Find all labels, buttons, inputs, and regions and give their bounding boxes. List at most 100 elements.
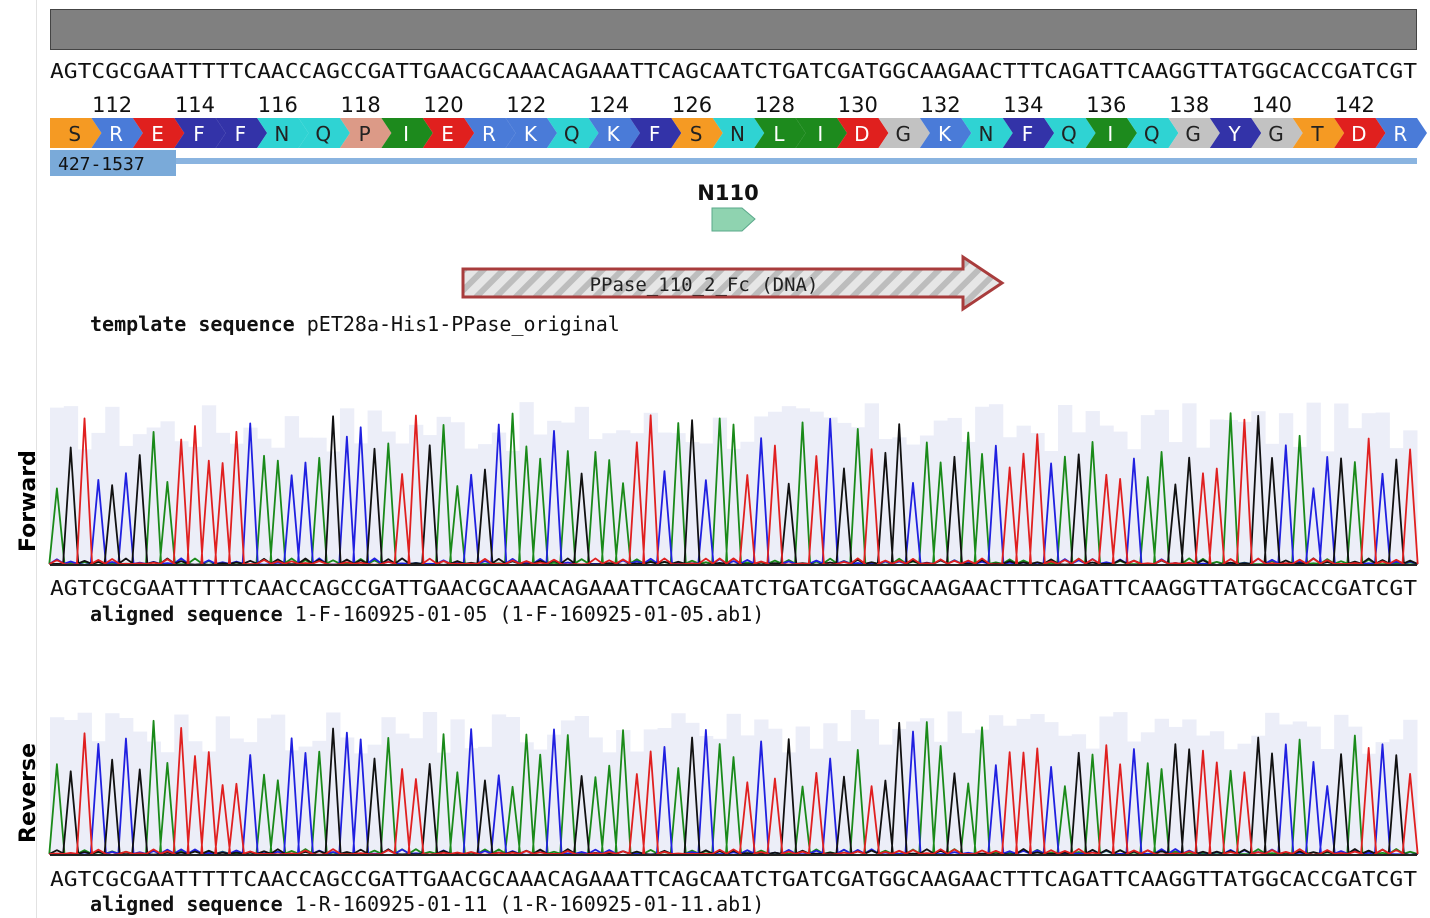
quality-bar [809, 748, 824, 855]
amino-acid-block[interactable] [91, 118, 143, 148]
amino-acid-block[interactable] [381, 118, 433, 148]
quality-bar [339, 408, 355, 565]
amino-acid-block[interactable] [1168, 118, 1220, 148]
quality-bar [298, 746, 313, 855]
amino-acid-block[interactable] [1085, 118, 1138, 148]
quality-bar [77, 712, 92, 855]
quality-bar [1347, 428, 1363, 565]
quality-bar [1030, 433, 1045, 565]
reverse-sequence: AGTCGCGAATTTTTCAACCAGCCGATTGAACGCAAACAGA… [50, 867, 1417, 891]
quality-bar [367, 410, 382, 565]
amino-acid-letter: N [274, 122, 289, 146]
quality-bar [919, 435, 935, 565]
quality-bar [478, 444, 493, 565]
feature-label: N110 [697, 181, 758, 205]
quality-bar [1389, 448, 1404, 565]
quality-bar [119, 445, 134, 565]
quality-bar [837, 741, 852, 855]
range-box[interactable] [50, 150, 176, 176]
quality-bar [478, 746, 493, 855]
amino-acid-block[interactable] [961, 118, 1013, 148]
reverse-label-key: aligned sequence [90, 892, 283, 916]
quality-bar [533, 434, 548, 565]
quality-bar [1071, 432, 1087, 565]
quality-bar [1182, 719, 1197, 855]
amino-acid-letter: Q [564, 122, 580, 146]
amino-acid-letter: I [403, 122, 409, 146]
range-label: 427-1537 [58, 154, 145, 175]
quality-bar [201, 405, 217, 565]
forward-label-value: 1-F-160925-01-05 (1-F-160925-01-05.ab1) [294, 602, 765, 626]
quality-bar [201, 751, 217, 855]
panel-left-border [36, 0, 37, 918]
amino-acid-letter: F [235, 122, 247, 146]
amino-acid-letter: Q [1144, 122, 1160, 146]
amino-acid-block[interactable] [257, 118, 309, 148]
quality-bar [878, 744, 893, 855]
quality-bar [768, 411, 783, 565]
quality-bar [464, 448, 479, 565]
amino-acid-block[interactable] [588, 118, 640, 148]
amino-acid-letter: G [895, 122, 911, 146]
quality-bar [560, 422, 576, 565]
amino-acid-block[interactable] [795, 118, 848, 148]
amino-acid-block[interactable] [339, 118, 392, 148]
residue-number: 112 [92, 93, 132, 117]
reverse-aligned-label: aligned sequence 1-R-160925-01-11 (1-R-1… [90, 892, 764, 916]
amino-acid-block[interactable] [464, 118, 516, 148]
quality-bar [975, 406, 990, 565]
amino-acid-block[interactable] [132, 118, 185, 148]
quality-bar [1375, 742, 1390, 855]
primer-arrow[interactable] [461, 254, 1005, 312]
template-label-key: template sequence [90, 312, 295, 336]
forward-chromatogram[interactable]: AGTCGCGAATTTTTCAACCAGCCGATTGAACGCAAACAGA… [0, 365, 1430, 600]
quality-bar [1389, 739, 1404, 855]
template-label: template sequence pET28a-His1-PPase_orig… [90, 312, 620, 336]
feature-arrow[interactable] [711, 207, 756, 232]
primer-label: PPase_110_2_Fc (DNA) [590, 274, 819, 296]
amino-acid-block[interactable] [215, 118, 268, 148]
template-label-value: pET28a-His1-PPase_original [306, 312, 620, 336]
amino-acid-block[interactable] [505, 118, 558, 148]
reverse-chromatogram[interactable]: AGTCGCGAATTTTTCAACCAGCCGATTGAACGCAAACAGA… [0, 690, 1430, 891]
amino-acid-block[interactable] [919, 118, 972, 148]
amino-acid-block[interactable] [754, 118, 806, 148]
amino-acid-block[interactable] [547, 118, 599, 148]
quality-bar [933, 741, 949, 855]
amino-acid-block[interactable] [1292, 118, 1345, 148]
quality-bar [919, 718, 935, 855]
amino-acid-block[interactable] [1002, 118, 1055, 148]
quality-bar [1127, 449, 1142, 565]
quality-bar [1334, 714, 1349, 855]
amino-acid-block[interactable] [1044, 118, 1096, 148]
quality-bar [1237, 743, 1252, 855]
amino-acid-block[interactable] [1127, 118, 1179, 148]
quality-bar [698, 443, 714, 565]
amino-acid-block[interactable] [1251, 118, 1303, 148]
quality-bar [381, 717, 396, 855]
amino-acid-block[interactable] [1334, 118, 1386, 148]
residue-number: 126 [672, 93, 712, 117]
quality-bar [1168, 726, 1183, 855]
quality-bar [823, 417, 838, 565]
quality-bar [1251, 735, 1266, 855]
amino-acid-block[interactable] [422, 118, 475, 148]
amino-acid-block[interactable] [50, 118, 102, 148]
amino-acid-block[interactable] [174, 118, 226, 148]
amino-acid-block[interactable] [712, 118, 765, 148]
amino-acid-block[interactable] [837, 118, 889, 148]
quality-bar [1154, 409, 1169, 565]
amino-acid-block[interactable] [298, 118, 350, 148]
residue-number: 120 [423, 93, 463, 117]
forward-sequence: AGTCGCGAATTTTTCAACCAGCCGATTGAACGCAAACAGA… [50, 576, 1417, 600]
quality-bar [1030, 714, 1045, 855]
quality-bar [740, 441, 755, 565]
forward-aligned-label: aligned sequence 1-F-160925-01-05 (1-F-1… [90, 602, 764, 626]
amino-acid-block[interactable] [1375, 118, 1427, 148]
amino-acid-block[interactable] [878, 118, 930, 148]
amino-acid-block[interactable] [671, 118, 723, 148]
amino-acid-block[interactable] [629, 118, 682, 148]
amino-acid-block[interactable] [1209, 118, 1262, 148]
amino-acid-letter: Q [315, 122, 331, 146]
trace-A [48, 412, 1418, 566]
